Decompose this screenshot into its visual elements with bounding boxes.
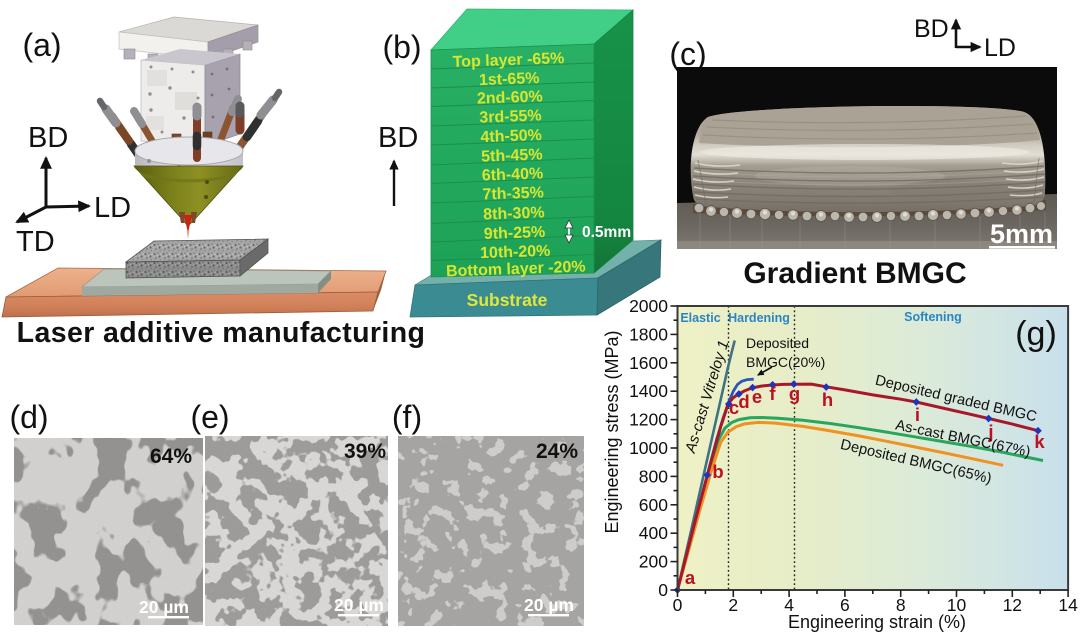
svg-text:Deposited: Deposited	[746, 335, 809, 351]
svg-text:d: d	[738, 391, 749, 412]
svg-text:b: b	[712, 461, 723, 482]
svg-text:LD: LD	[984, 34, 1016, 62]
svg-text:2000: 2000	[629, 296, 668, 316]
svg-text:TD: TD	[16, 226, 55, 258]
svg-text:(d): (d)	[9, 399, 48, 435]
svg-text:64%: 64%	[150, 445, 192, 468]
svg-text:20 µm: 20 µm	[334, 595, 384, 615]
svg-text:(g): (g)	[1015, 315, 1057, 353]
svg-text:Elastic: Elastic	[680, 311, 720, 325]
svg-text:4: 4	[784, 595, 794, 615]
svg-text:400: 400	[639, 523, 668, 543]
svg-text:1800: 1800	[629, 324, 668, 344]
svg-text:(e): (e)	[190, 399, 229, 435]
svg-text:(b): (b)	[382, 29, 421, 65]
svg-text:24%: 24%	[536, 440, 578, 463]
svg-text:i: i	[915, 404, 920, 425]
svg-text:Softening: Softening	[904, 310, 962, 324]
svg-text:1200: 1200	[629, 410, 668, 430]
svg-text:Hardening: Hardening	[728, 311, 790, 325]
svg-text:e: e	[752, 386, 762, 407]
svg-text:20 µm: 20 µm	[524, 595, 574, 615]
svg-text:14: 14	[1058, 595, 1078, 615]
svg-text:Laser additive manufacturing: Laser additive manufacturing	[17, 317, 426, 349]
svg-text:j: j	[987, 421, 993, 442]
svg-text:2nd-60%: 2nd-60%	[477, 88, 543, 107]
svg-text:800: 800	[639, 466, 668, 486]
svg-text:600: 600	[639, 495, 668, 515]
svg-text:39%: 39%	[344, 440, 386, 463]
svg-text:1000: 1000	[629, 438, 668, 458]
svg-text:6: 6	[840, 595, 850, 615]
svg-text:5th-45%: 5th-45%	[481, 146, 543, 165]
svg-text:BMGC(20%): BMGC(20%)	[746, 354, 825, 370]
svg-text:1st-65%: 1st-65%	[479, 70, 540, 89]
svg-text:1400: 1400	[629, 381, 668, 401]
svg-text:LD: LD	[94, 192, 131, 224]
svg-text:Engineering strain (%): Engineering strain (%)	[788, 612, 966, 632]
svg-text:3rd-55%: 3rd-55%	[479, 107, 542, 126]
svg-text:4th-50%: 4th-50%	[480, 127, 542, 146]
svg-text:Engineering stress (MPa): Engineering stress (MPa)	[602, 330, 622, 533]
svg-text:0: 0	[673, 595, 683, 615]
svg-text:Bottom layer -20%: Bottom layer -20%	[446, 259, 586, 281]
svg-text:BD: BD	[28, 122, 68, 154]
svg-text:10: 10	[947, 595, 967, 615]
svg-text:BD: BD	[378, 122, 418, 154]
svg-text:10th-20%: 10th-20%	[480, 243, 551, 262]
svg-text:20 µm: 20 µm	[139, 597, 189, 617]
svg-text:200: 200	[639, 552, 668, 572]
svg-text:1600: 1600	[629, 353, 668, 373]
svg-text:a: a	[685, 567, 696, 588]
svg-text:g: g	[789, 383, 800, 404]
svg-text:Top layer -65%: Top layer -65%	[452, 50, 564, 71]
svg-text:h: h	[822, 389, 833, 410]
svg-text:8: 8	[896, 595, 906, 615]
svg-text:(a): (a)	[22, 27, 61, 63]
svg-text:0.5mm: 0.5mm	[582, 224, 631, 241]
svg-text:Substrate: Substrate	[467, 290, 548, 310]
svg-text:BD: BD	[914, 15, 949, 43]
svg-text:9th-25%: 9th-25%	[484, 224, 546, 243]
svg-text:8th-30%: 8th-30%	[483, 204, 545, 223]
svg-text:2: 2	[728, 595, 738, 615]
svg-text:6th-40%: 6th-40%	[482, 165, 544, 184]
svg-text:c: c	[729, 397, 739, 418]
svg-text:0: 0	[658, 580, 668, 600]
svg-text:Gradient BMGC: Gradient BMGC	[743, 257, 966, 290]
svg-text:(c): (c)	[669, 36, 706, 72]
svg-text:5mm: 5mm	[990, 219, 1053, 249]
svg-text:k: k	[1034, 431, 1045, 452]
svg-text:7th-35%: 7th-35%	[482, 184, 544, 203]
svg-text:(f): (f)	[392, 399, 422, 435]
svg-text:12: 12	[1003, 595, 1022, 615]
svg-text:f: f	[769, 383, 776, 404]
